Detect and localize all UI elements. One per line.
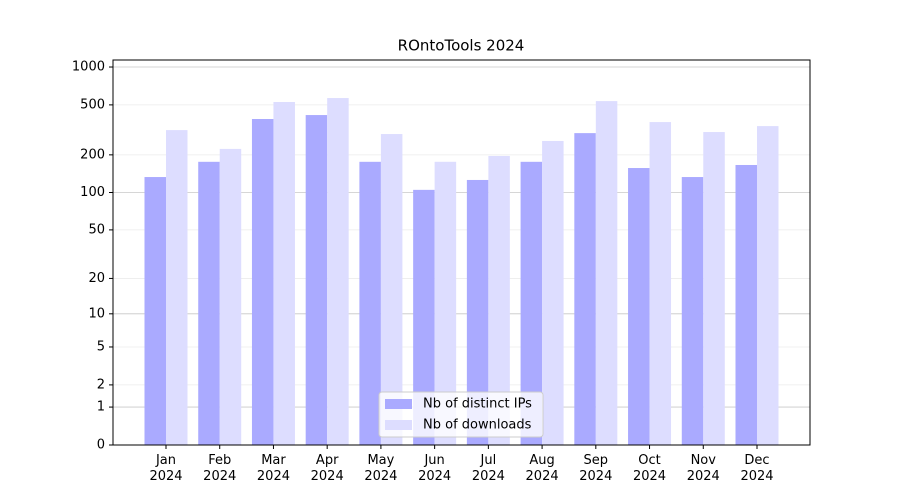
y-tick-label: 1000 [72, 60, 105, 75]
bar [735, 164, 757, 445]
x-tick-label: Sep 2024 [579, 453, 613, 484]
chart-title: ROntoTools 2024 [398, 37, 525, 55]
y-tick-label: 20 [88, 271, 105, 286]
x-tick-label: Mar 2024 [256, 453, 290, 484]
bar [595, 101, 618, 446]
bar [198, 161, 220, 445]
x-tick-label: Dec 2024 [740, 453, 774, 484]
y-tick-label: 100 [80, 185, 105, 200]
x-tick-label: Nov 2024 [686, 453, 720, 484]
bar [273, 102, 295, 446]
bar [434, 161, 457, 445]
bar [413, 189, 435, 445]
x-tick-label: Apr 2024 [310, 453, 344, 484]
y-tick-label: 5 [97, 339, 105, 354]
bar [466, 179, 489, 445]
bar [649, 122, 672, 446]
x-tick-label: Jan 2024 [149, 453, 183, 484]
bar [359, 161, 381, 445]
bar [703, 132, 725, 445]
y-tick-label: 500 [80, 97, 105, 112]
x-tick-label: Jun 2024 [418, 453, 452, 484]
bar [327, 98, 349, 445]
bar [166, 130, 188, 445]
x-tick-label: May 2024 [364, 453, 398, 484]
y-tick-label: 1 [97, 400, 105, 415]
bar [520, 161, 543, 445]
legend: Nb of distinct IPs Nb of downloads [378, 391, 544, 438]
x-tick-label: Oct 2024 [632, 453, 667, 484]
x-tick-label: Feb 2024 [203, 453, 237, 484]
plot-frame [112, 59, 811, 446]
bar [380, 134, 403, 445]
bar [757, 126, 779, 446]
bar [251, 119, 274, 445]
bar [219, 148, 242, 445]
bar [628, 168, 650, 445]
bar [144, 177, 166, 445]
bar [574, 133, 596, 446]
legend-box [378, 391, 544, 438]
bar [681, 177, 704, 445]
y-tick-label: 50 [88, 222, 105, 237]
y-tick-label: 2 [97, 377, 105, 392]
x-tick-label: Aug 2024 [525, 453, 559, 484]
bar [305, 115, 328, 446]
legend-swatch [385, 420, 412, 430]
bar [542, 140, 564, 445]
legend-label: Nb of distinct IPs [423, 397, 532, 412]
bar [488, 155, 510, 445]
legend-label: Nb of downloads [423, 418, 532, 433]
y-tick-label: 200 [80, 147, 105, 162]
y-tick-label: 0 [97, 438, 105, 453]
y-tick-label: 10 [88, 306, 105, 321]
legend-swatch [385, 399, 412, 409]
x-tick-label: Jul 2024 [471, 453, 505, 484]
